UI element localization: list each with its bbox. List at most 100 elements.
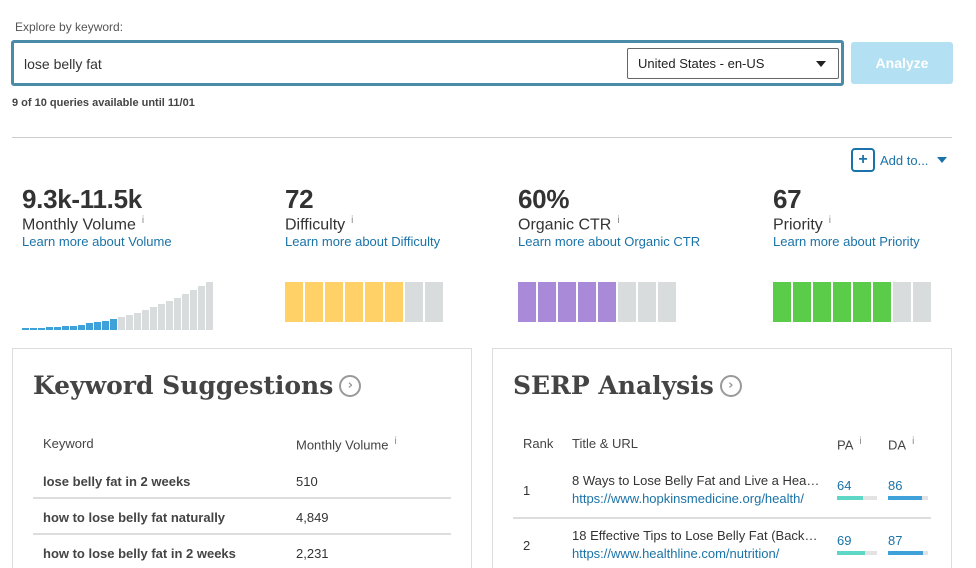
volume-bar (174, 298, 181, 330)
add-to-label: Add to... (880, 152, 929, 168)
info-icon[interactable]: i (394, 436, 397, 447)
volume-bar (110, 319, 117, 330)
volume-bar (102, 321, 109, 330)
volume-bar (166, 301, 173, 330)
plus-icon: + (851, 148, 875, 172)
difficulty-meter (285, 282, 445, 322)
keyword-input[interactable] (24, 56, 604, 72)
meter-segment-filled (285, 282, 303, 322)
info-icon[interactable]: i (859, 436, 862, 447)
keyword-suggestions-title-row: Keyword Suggestions › (33, 371, 362, 400)
meter-segment-empty (405, 282, 423, 322)
metric-ctr: 60% Organic CTR i Learn more about Organi… (518, 184, 700, 249)
volume-bar (70, 326, 77, 330)
volume-bar (54, 327, 61, 330)
da-value: 87 (888, 533, 903, 548)
meter-segment-filled (578, 282, 596, 322)
da-value: 86 (888, 478, 903, 493)
metric-difficulty: 72 Difficulty i Learn more about Difficul… (285, 184, 440, 249)
da-cell: 87 (888, 533, 928, 555)
pa-cell: 64 (837, 478, 877, 500)
metric-priority: 67 Priority i Learn more about Priority (773, 184, 920, 249)
meter-segment-filled (853, 282, 871, 322)
locale-select-value: United States - en-US (638, 56, 765, 71)
meter-segment-filled (833, 282, 851, 322)
meter-segment-filled (325, 282, 343, 322)
info-icon[interactable]: i (351, 215, 354, 226)
explore-label: Explore by keyword: (15, 20, 124, 34)
locale-select[interactable]: United States - en-US (627, 48, 839, 79)
metric-volume: 9.3k-11.5k Monthly Volume i Learn more ab… (22, 184, 172, 249)
add-to-button[interactable]: + Add to... (851, 148, 948, 172)
col-header-keyword: Keyword (43, 436, 94, 451)
info-icon[interactable]: i (617, 215, 620, 226)
meter-segment-filled (558, 282, 576, 322)
suggestion-keyword[interactable]: lose belly fat in 2 weeks (43, 474, 191, 489)
analyze-button[interactable]: Analyze (851, 42, 953, 84)
caret-down-icon (816, 61, 826, 67)
suggestion-volume: 510 (296, 474, 318, 489)
pa-cell: 69 (837, 533, 877, 555)
volume-bar (158, 304, 165, 330)
pa-bar-track (837, 496, 877, 500)
difficulty-label: Difficulty (285, 216, 346, 234)
info-icon[interactable]: i (828, 215, 832, 226)
suggestion-keyword[interactable]: how to lose belly fat naturally (43, 510, 226, 525)
priority-value: 67 (773, 184, 802, 214)
meter-segment-filled (385, 282, 403, 322)
chevron-right-icon[interactable]: › (339, 374, 362, 397)
serp-title-row: SERP Analysis › (513, 371, 742, 400)
col-header-da: DA (888, 437, 907, 453)
da-bar-fill (888, 551, 923, 555)
col-header-volume: Monthly Volume (296, 437, 389, 453)
volume-bar (190, 290, 197, 330)
meter-segment-filled (598, 282, 616, 322)
difficulty-learn-link[interactable]: Learn more about Difficulty (285, 234, 441, 250)
meter-segment-filled (813, 282, 831, 322)
serp-result-url[interactable]: https://www.healthline.com/nutrition/ (572, 546, 780, 561)
priority-learn-link[interactable]: Learn more about Priority (773, 234, 920, 250)
volume-bar (182, 294, 189, 330)
meter-segment-filled (873, 282, 891, 322)
ctr-value: 60% (518, 184, 570, 214)
suggestion-volume: 4,849 (296, 510, 329, 525)
pa-value: 69 (837, 533, 852, 548)
volume-value: 9.3k-11.5k (22, 184, 142, 214)
volume-bar (206, 282, 213, 330)
search-box: United States - en-US (11, 40, 844, 86)
col-header-da-row: DA i (888, 436, 914, 452)
meter-segment-filled (345, 282, 363, 322)
serp-result-url[interactable]: https://www.hopkinsmedicine.org/health/ (572, 491, 804, 506)
volume-bar (94, 322, 101, 330)
volume-label: Monthly Volume (22, 216, 136, 234)
row-divider (33, 497, 451, 499)
meter-segment-empty (425, 282, 443, 322)
serp-rank: 2 (523, 538, 531, 553)
da-bar-track (888, 551, 928, 555)
meter-segment-filled (365, 282, 383, 322)
volume-learn-link[interactable]: Learn more about Volume (22, 234, 172, 250)
volume-label-row: Monthly Volume i (22, 215, 172, 234)
chevron-right-icon[interactable]: › (719, 374, 742, 397)
meter-segment-empty (913, 282, 931, 322)
da-bar-track (888, 496, 928, 500)
keyword-suggestions-panel: Keyword Suggestions › Keyword Monthly Vo… (12, 348, 472, 568)
pa-bar-fill (837, 496, 863, 500)
row-divider (513, 517, 931, 519)
meter-segment-empty (638, 282, 656, 322)
col-header-rank: Rank (523, 436, 554, 451)
priority-label: Priority (773, 216, 823, 234)
priority-label-row: Priority i (773, 215, 920, 234)
meter-segment-filled (773, 282, 791, 322)
ctr-learn-link[interactable]: Learn more about Organic CTR (518, 234, 701, 250)
pa-bar-fill (837, 551, 865, 555)
volume-bar (38, 328, 45, 330)
ctr-label: Organic CTR (518, 216, 612, 234)
info-icon[interactable]: i (912, 436, 915, 447)
col-header-pa-row: PA i (837, 436, 862, 452)
suggestion-keyword[interactable]: how to lose belly fat in 2 weeks (43, 546, 236, 561)
meter-segment-filled (518, 282, 536, 322)
info-icon[interactable]: i (141, 215, 145, 226)
col-header-pa: PA (837, 437, 854, 453)
volume-bar (118, 317, 125, 330)
